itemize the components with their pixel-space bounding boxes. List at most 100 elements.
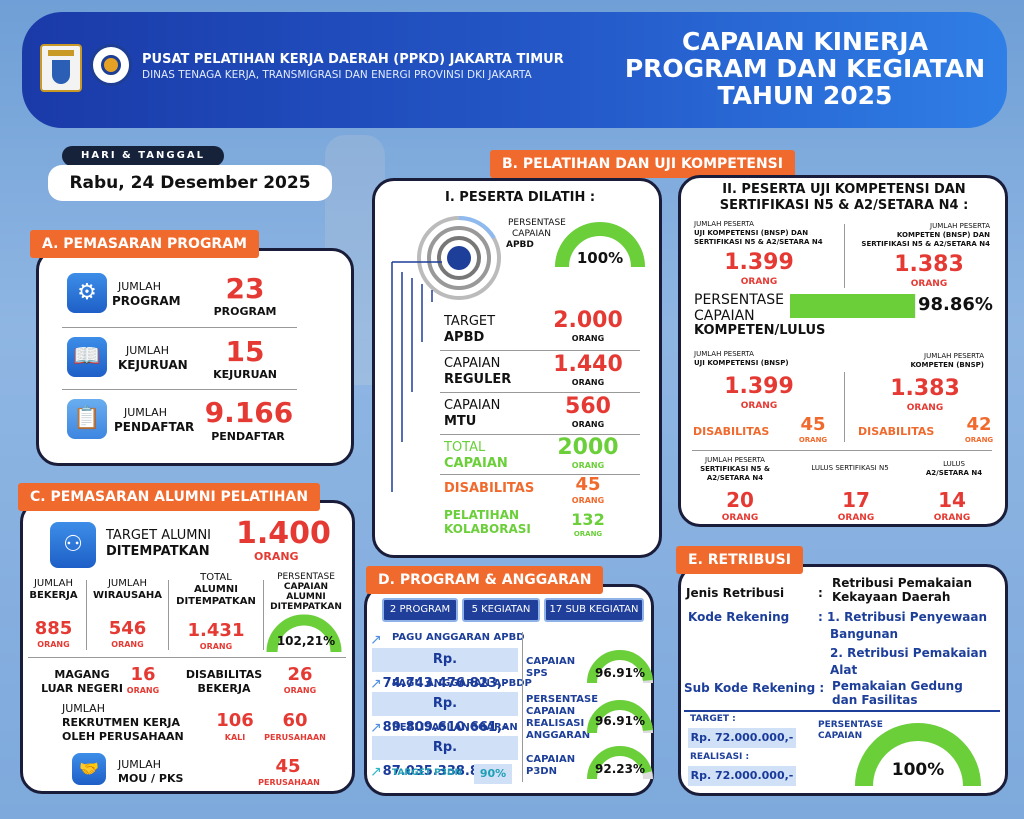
divider <box>440 434 640 435</box>
b1-row2-l2: REGULER <box>444 372 512 387</box>
b2-n5-l3: A2/SETARA N4 <box>706 474 764 482</box>
e-target-value: Rp. 72.000.000,- <box>688 728 796 748</box>
d-g1-l1: CAPAIAN <box>526 656 576 667</box>
a-row1-label1: JUMLAH <box>118 280 161 293</box>
e-sub-label: Sub Kode Rekening : <box>684 681 825 695</box>
divider <box>692 450 992 451</box>
d-g3-gauge <box>587 746 653 780</box>
c-col3-l1: TOTAL <box>200 572 232 583</box>
d-g1-gauge <box>587 650 653 684</box>
ring-center <box>447 246 471 270</box>
b1-row5-l1: DISABILITAS <box>444 481 535 496</box>
d-g2-gauge <box>587 700 653 734</box>
title-line-3: TAHUN 2025 <box>717 81 893 110</box>
b1-row2-unit: ORANG <box>571 378 605 387</box>
c-magang-value: 16 <box>130 664 156 685</box>
divider <box>522 632 523 782</box>
org-name: PUSAT PELATIHAN KERJA DAERAH (PPKD) JAKA… <box>142 52 564 67</box>
b2-uk-left-unit: ORANG <box>740 277 778 287</box>
gauge-fill <box>555 222 645 268</box>
b1-row6-l1: PELATIHAN <box>444 508 520 522</box>
b1-row3-value: 560 <box>565 394 611 419</box>
title-line-1: CAPAIAN KINERJA <box>682 27 928 56</box>
c-target-unit: ORANG <box>254 550 299 563</box>
divider <box>440 474 640 475</box>
c-rek-l3: OLEH PERUSAHAAN <box>62 730 184 743</box>
c-col2-l2: WIRAUSAHA <box>92 590 163 601</box>
b2-uk-right-value: 1.383 <box>894 252 964 277</box>
b1-row3-l2: MTU <box>444 414 477 429</box>
c-col3-l3: DITEMPATKAN <box>176 596 256 607</box>
d-pagu-apbdp-label: PAGU ANGGARAN APBDP <box>392 678 532 689</box>
b1-row6-l2: KOLABORASI <box>444 522 531 536</box>
c-magang-l1: MAGANG <box>54 668 110 681</box>
section-e-card <box>678 564 1008 796</box>
d-pagu-apbd-label: PAGU ANGGARAN APBD <box>392 632 525 643</box>
b2-uk-right-l2: KOMPETEN (BNSP) DAN <box>896 231 990 239</box>
b2-pk-value: 98.86% <box>918 294 993 315</box>
tab-sub-kegiatan[interactable]: 17 SUB KEGIATAN <box>544 598 644 622</box>
section-b1-card <box>372 178 662 558</box>
e-pct-gauge <box>855 723 981 787</box>
c-disab-unit: ORANG <box>283 686 317 695</box>
e-pct-l1: PERSENTASE <box>818 720 883 730</box>
b1-row4-l1: TOTAL <box>444 440 486 455</box>
gauge-fill <box>587 650 653 684</box>
b1-row3-unit: ORANG <box>571 420 605 429</box>
org-subtitle: DINAS TENAGA KERJA, TRANSMIGRASI DAN ENE… <box>142 69 532 81</box>
e-target-label: TARGET : <box>690 714 736 724</box>
b2-title-l1: II. PESERTA UJI KOMPETENSI DAN <box>722 182 966 197</box>
c-rek-l1: JUMLAH <box>62 702 105 715</box>
c-pct-gauge <box>266 614 342 653</box>
e-kode-2a: 2. Retribusi Pemakaian <box>830 646 988 660</box>
c-col1-unit: ORANG <box>37 640 70 649</box>
c-rek-perusahaan-value: 60 <box>282 710 308 731</box>
trend-up-icon: ↗ <box>370 632 382 648</box>
d-p3dn-value: 90% <box>474 764 512 784</box>
tab-kegiatan[interactable]: 5 KEGIATAN <box>462 598 540 622</box>
b2-n5-l2: SERTIFIKASI N5 & <box>700 465 770 473</box>
b1-row1-value: 2.000 <box>553 308 623 333</box>
b1-row1-l2: APBD <box>444 330 485 345</box>
b2-lulus-a2-l1: LULUS <box>943 460 965 468</box>
e-kode-2b: Alat <box>830 663 858 677</box>
c-target-value: 1.400 <box>236 516 331 551</box>
b2-dis-left-unit: ORANG <box>798 436 828 444</box>
b2-title-l2: SERTIFIKASI N5 & A2/SETARA N4 : <box>719 198 969 213</box>
d-g1-value: 96.91% <box>595 666 645 680</box>
section-a-title: A. PEMASARAN PROGRAM <box>30 230 259 258</box>
b2-uk-left-l3: SERTIFIKASI N5 & A2/SETARA N4 <box>694 238 823 246</box>
d-realisasi-label: REALISASI ANGGARAN <box>392 722 518 733</box>
divider <box>62 389 297 390</box>
b2-lulus-n5-unit: ORANG <box>837 513 875 523</box>
b2-bnsp-right-l2: KOMPETEN (BNSP) <box>910 361 984 369</box>
c-col2-l1: JUMLAH <box>107 578 148 589</box>
tab-program[interactable]: 2 PROGRAM <box>382 598 458 622</box>
ring-mid <box>427 226 491 290</box>
e-jenis-value-l2: Kekayaan Daerah <box>832 590 951 604</box>
b2-dis-right-value: 42 <box>966 414 992 435</box>
b1-row2-l1: CAPAIAN <box>444 356 501 371</box>
c-rek-perusahaan-unit: PERUSAHAAN <box>264 733 326 742</box>
divider <box>263 580 264 650</box>
gauge-fill <box>587 746 653 780</box>
c-disab-l1: DISABILITAS <box>185 668 263 681</box>
b2-pk-l3: KOMPETEN/LULUS <box>694 323 826 338</box>
divider <box>86 580 87 650</box>
e-pct-l2: CAPAIAN <box>818 731 863 741</box>
e-sub-value-l2: dan Fasilitas <box>832 693 918 707</box>
b1-pct-l3: APBD <box>506 240 534 250</box>
e-kode-1b: Bangunan <box>830 627 899 641</box>
divider <box>168 580 169 650</box>
e-jenis-value-l1: Retribusi Pemakaian <box>832 576 973 590</box>
divider <box>844 224 845 288</box>
b2-dis-left-value: 45 <box>800 414 826 435</box>
c-col3-unit: ORANG <box>199 642 233 651</box>
c-col2-value: 546 <box>108 618 147 639</box>
section-d-title: D. PROGRAM & ANGGARAN <box>366 566 604 594</box>
d-pagu-apbdp-value: Rp. 89.809.610.661,- <box>372 692 518 735</box>
b2-dis-right-label: DISABILITAS <box>858 425 935 438</box>
b1-row5-unit: ORANG <box>571 496 605 505</box>
c-disab-value: 26 <box>287 664 313 685</box>
b1-row3-l1: CAPAIAN <box>444 398 501 413</box>
